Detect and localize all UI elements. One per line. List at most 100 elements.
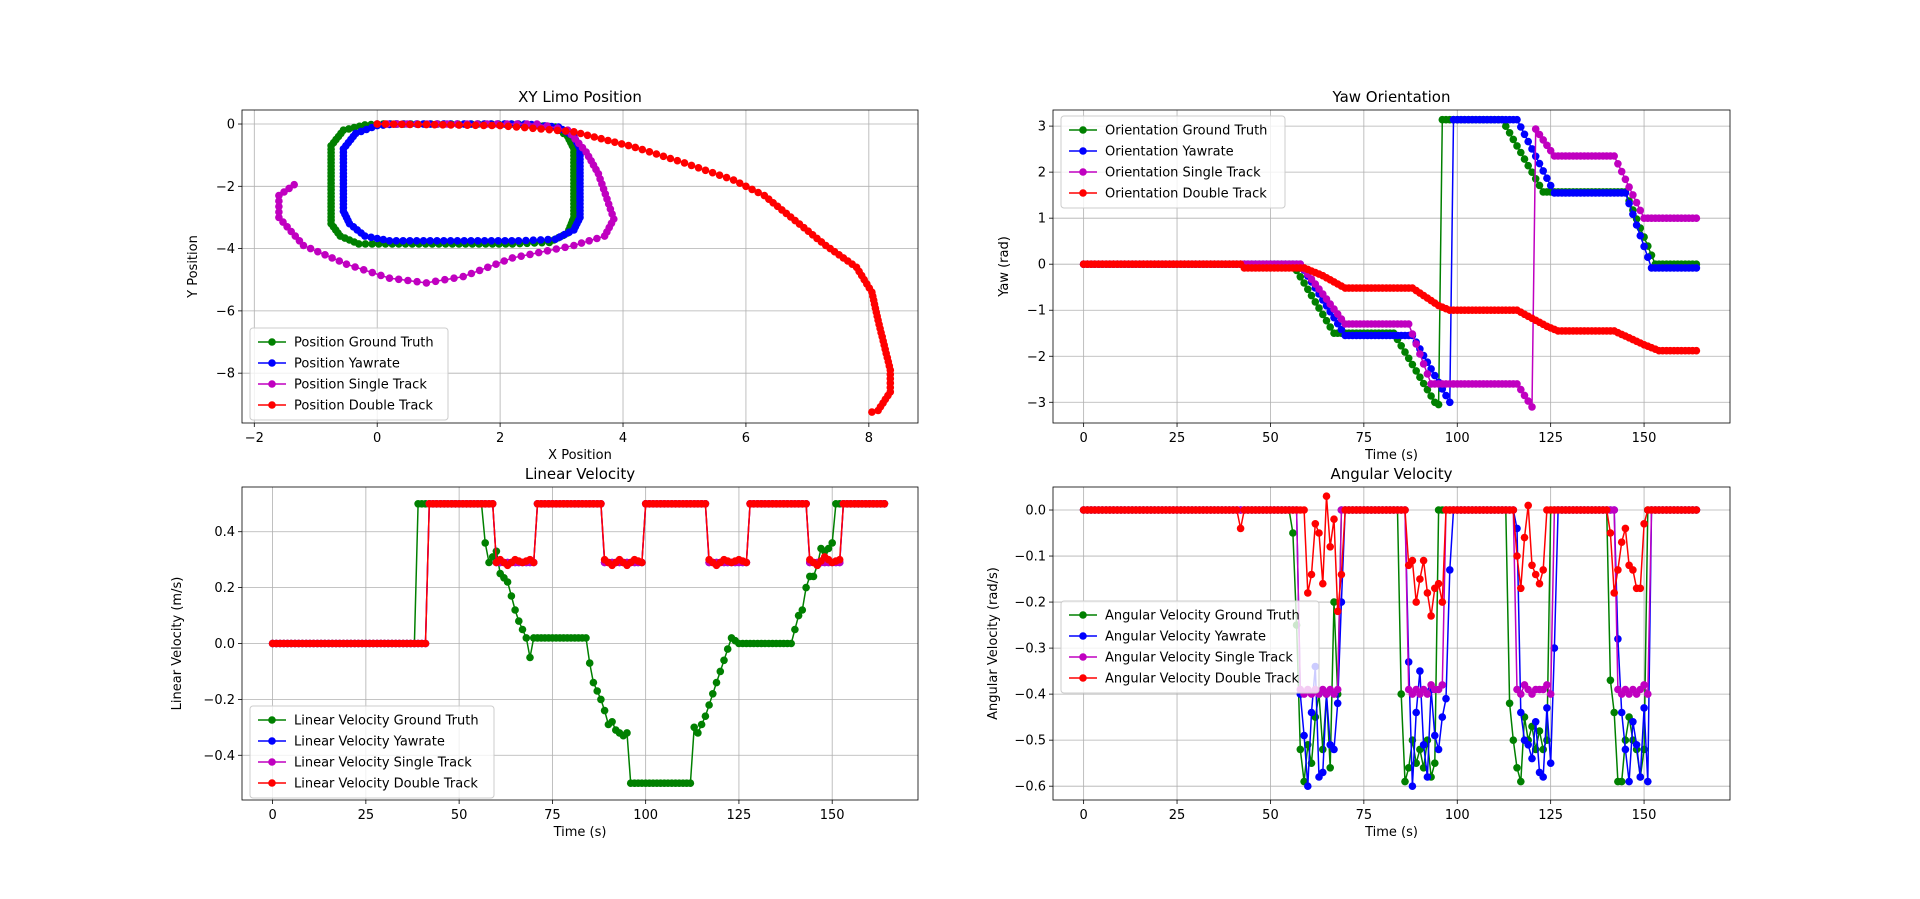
data-point <box>828 539 836 547</box>
data-point <box>1543 704 1551 712</box>
data-point <box>1505 129 1514 137</box>
data-point <box>1307 708 1316 717</box>
data-point <box>1528 168 1536 176</box>
data-point <box>701 500 710 508</box>
data-point <box>511 606 519 614</box>
x-tick-label: 0 <box>1079 808 1087 823</box>
data-point <box>722 173 731 182</box>
data-point <box>447 121 455 129</box>
legend-label: Angular Velocity Ground Truth <box>1105 609 1300 624</box>
data-point <box>460 237 469 245</box>
data-point <box>1517 690 1525 698</box>
data-point <box>802 500 810 508</box>
data-point <box>1330 745 1338 754</box>
legend: Orientation Ground Truth Orientation Yawr… <box>1060 115 1286 209</box>
legend-item: Orientation Single Track <box>1069 166 1261 181</box>
data-point <box>694 164 703 172</box>
legend-box <box>1060 600 1320 694</box>
subplot-xy: −2 0 2 4 6 8 0 −2 −4 −6 −8 XY Limo Position X Positi… <box>186 88 919 463</box>
data-point <box>1304 589 1312 597</box>
data-point <box>1517 708 1525 717</box>
data-point <box>1442 694 1450 703</box>
y-tick-label: −2 <box>1027 350 1046 365</box>
legend-item: Position Yawrate <box>258 357 400 372</box>
data-point <box>1427 612 1435 620</box>
data-point <box>1431 371 1439 380</box>
data-point <box>1543 141 1551 150</box>
legend-marker <box>1079 126 1087 134</box>
data-point <box>1300 731 1308 740</box>
data-point <box>1614 635 1622 643</box>
plot-area <box>275 120 895 416</box>
y-tick-label: −0.6 <box>1014 780 1046 795</box>
y-tick-label: −0.5 <box>1014 734 1046 749</box>
data-point <box>709 690 717 698</box>
axes-frame <box>241 486 919 801</box>
x-tick-label: 8 <box>865 431 873 446</box>
series-line <box>377 123 892 413</box>
x-tick-label: 6 <box>742 431 750 446</box>
data-point <box>1330 598 1338 606</box>
data-point <box>494 237 503 245</box>
y-tick-label: 0.0 <box>1025 504 1046 519</box>
data-point <box>1289 529 1297 537</box>
data-point <box>708 168 717 177</box>
legend-item: Linear Velocity Ground Truth <box>258 714 479 729</box>
series-line <box>272 503 885 645</box>
data-point <box>1404 320 1413 328</box>
data-point <box>1397 690 1405 698</box>
subplot-linvel: 0 25 50 75 100 125 150 0.4 0.2 0.0 −0.2 −0.4 Linear … <box>170 465 919 840</box>
data-point <box>385 237 394 245</box>
data-point <box>1546 690 1555 698</box>
data-point <box>481 539 490 547</box>
data-point <box>450 274 458 283</box>
legend-item: Angular Velocity Double Track <box>1069 672 1299 687</box>
data-point <box>379 235 388 244</box>
legend-label: Angular Velocity Single Track <box>1105 651 1293 666</box>
data-point <box>314 247 322 256</box>
data-point <box>1528 561 1536 570</box>
data-point <box>561 127 570 135</box>
data-point <box>1505 699 1514 708</box>
data-point <box>1539 136 1547 144</box>
chart-title: Linear Velocity <box>525 465 635 483</box>
y-tick-label: −1 <box>1027 304 1046 319</box>
data-point <box>611 138 619 146</box>
data-point <box>1614 160 1622 168</box>
series-orientation-double-track <box>1079 260 1701 355</box>
y-tick-label: −3 <box>1027 396 1046 411</box>
x-axis-label: Time (s) <box>553 825 607 840</box>
data-point <box>1419 379 1428 388</box>
data-point <box>467 269 476 278</box>
data-point <box>529 558 538 567</box>
data-point <box>1520 130 1529 139</box>
data-point <box>1644 777 1652 786</box>
data-point <box>1427 392 1435 400</box>
data-point <box>1423 370 1432 378</box>
x-tick-label: 0 <box>373 431 381 446</box>
data-point <box>306 244 315 253</box>
legend-marker <box>1079 653 1087 661</box>
data-point <box>1692 264 1701 272</box>
data-point <box>1419 741 1428 749</box>
chart-title: Yaw Orientation <box>1331 88 1450 106</box>
data-point <box>1528 403 1536 411</box>
data-point <box>1621 745 1630 754</box>
data-point <box>529 124 537 133</box>
data-point <box>1326 543 1334 551</box>
data-point <box>453 237 462 245</box>
data-point <box>518 625 527 634</box>
data-point <box>608 718 616 726</box>
legend-marker <box>268 401 276 409</box>
series-position-double-track <box>373 120 895 416</box>
data-point <box>1337 325 1346 334</box>
data-point <box>1640 681 1648 689</box>
data-point <box>1606 529 1615 537</box>
data-point <box>561 243 569 252</box>
data-point <box>484 263 492 272</box>
data-point <box>1333 685 1342 694</box>
legend-item: Angular Velocity Single Track <box>1069 651 1293 666</box>
data-point <box>398 120 406 129</box>
data-point <box>1513 380 1521 388</box>
x-axis-label: Time (s) <box>1364 825 1418 840</box>
